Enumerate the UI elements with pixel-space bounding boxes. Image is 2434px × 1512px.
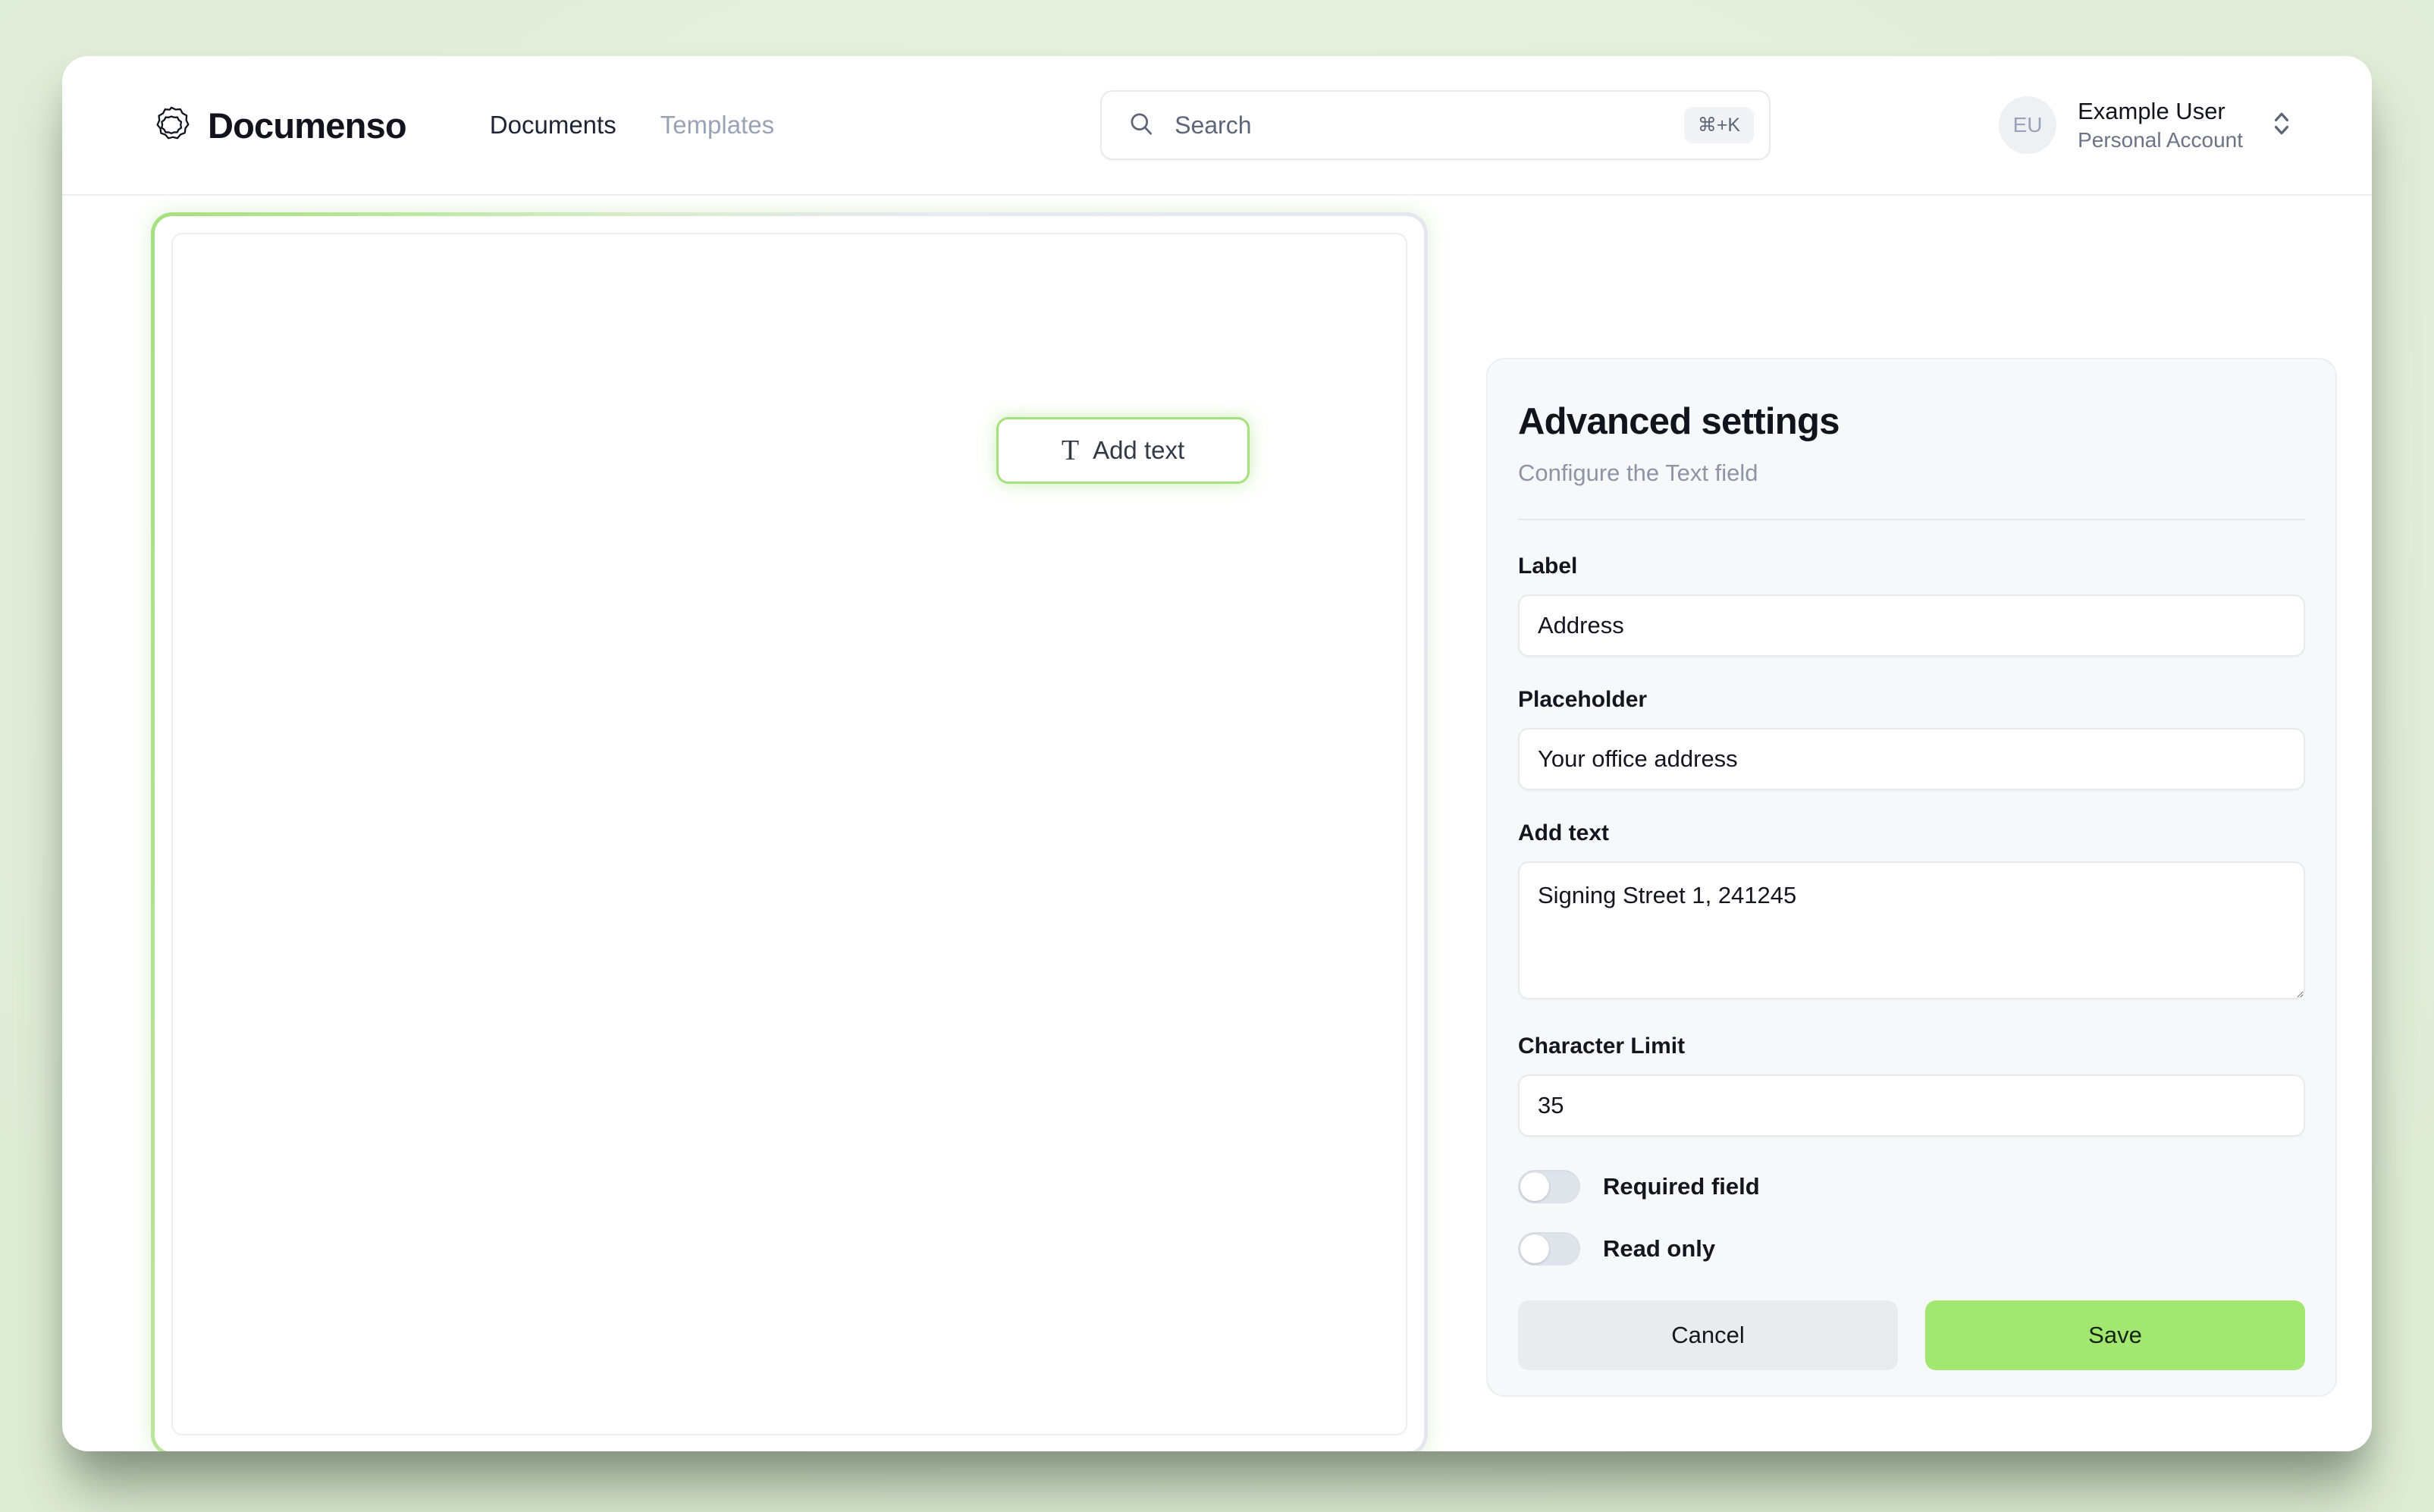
documenso-rosette-icon bbox=[152, 105, 191, 145]
nav-link-templates[interactable]: Templates bbox=[660, 111, 775, 139]
search-wrap: Search ⌘+K bbox=[1100, 90, 1771, 160]
app-window: Documenso Documents Templates Search ⌘+K… bbox=[62, 56, 2372, 1451]
search-input[interactable]: Search bbox=[1175, 111, 1252, 139]
character-limit-field[interactable] bbox=[1518, 1074, 2305, 1137]
required-field-toggle[interactable] bbox=[1518, 1169, 1580, 1203]
label-field-group: Label bbox=[1518, 554, 2305, 657]
toggle-knob-icon bbox=[1520, 1172, 1549, 1201]
required-field-toggle-label: Required field bbox=[1603, 1172, 1760, 1200]
add-text-field-group: Add text Signing Street 1, 241245 bbox=[1518, 820, 2305, 1003]
advanced-settings-panel: Advanced settings Configure the Text fie… bbox=[1486, 358, 2337, 1397]
panel-subtitle: Configure the Text field bbox=[1518, 459, 1758, 486]
page-title: Advanced settings bbox=[1518, 401, 1840, 442]
search-shortcut-badge: ⌘+K bbox=[1683, 107, 1755, 143]
document-page[interactable]: T Add text bbox=[171, 233, 1407, 1435]
account-text: Example User Personal Account bbox=[2078, 98, 2243, 152]
save-button[interactable]: Save bbox=[1925, 1300, 2305, 1370]
placeholder-field-group: Placeholder bbox=[1518, 687, 2305, 790]
document-field-label: Add text bbox=[1093, 436, 1185, 464]
placeholder-field[interactable] bbox=[1518, 727, 2305, 790]
read-only-toggle[interactable] bbox=[1518, 1231, 1580, 1266]
character-limit-field-label: Character Limit bbox=[1518, 1033, 1686, 1059]
placeholder-field-label: Placeholder bbox=[1518, 686, 1648, 712]
search-icon bbox=[1128, 110, 1155, 141]
label-field-label: Label bbox=[1518, 553, 1578, 579]
nav-link-documents[interactable]: Documents bbox=[489, 111, 616, 139]
document-field-add-text[interactable]: T Add text bbox=[996, 417, 1250, 484]
panel-actions: Cancel Save bbox=[1518, 1300, 2305, 1370]
add-text-field[interactable]: Signing Street 1, 241245 bbox=[1518, 861, 2305, 999]
text-field-icon: T bbox=[1061, 434, 1080, 466]
app-body: T Add text Advanced settings Configure t… bbox=[62, 196, 2372, 1451]
search-box[interactable]: Search ⌘+K bbox=[1100, 90, 1771, 160]
toggle-knob-icon bbox=[1520, 1234, 1549, 1263]
app-header: Documenso Documents Templates Search ⌘+K… bbox=[62, 56, 2372, 196]
character-limit-field-group: Character Limit bbox=[1518, 1034, 2305, 1137]
cancel-button[interactable]: Cancel bbox=[1518, 1300, 1898, 1370]
account-type: Personal Account bbox=[2078, 128, 2243, 152]
account-menu[interactable]: EU Example User Personal Account bbox=[1999, 96, 2293, 154]
panel-divider bbox=[1518, 518, 2305, 520]
chevron-up-down-icon[interactable] bbox=[2264, 107, 2293, 144]
account-name: Example User bbox=[2078, 98, 2225, 124]
required-field-toggle-row[interactable]: Required field bbox=[1518, 1169, 2305, 1203]
add-text-field-label: Add text bbox=[1518, 820, 1609, 845]
main-nav: Documents Templates bbox=[490, 111, 774, 140]
label-field[interactable] bbox=[1518, 594, 2305, 657]
read-only-toggle-label: Read only bbox=[1603, 1234, 1716, 1262]
document-viewer: T Add text bbox=[151, 212, 1428, 1451]
brand-name: Documenso bbox=[208, 105, 407, 146]
avatar: EU bbox=[1999, 96, 2057, 154]
read-only-toggle-row[interactable]: Read only bbox=[1518, 1231, 2305, 1266]
document-frame: T Add text bbox=[155, 216, 1424, 1451]
document-highlight-ring: T Add text bbox=[151, 212, 1428, 1451]
brand[interactable]: Documenso bbox=[152, 105, 407, 146]
